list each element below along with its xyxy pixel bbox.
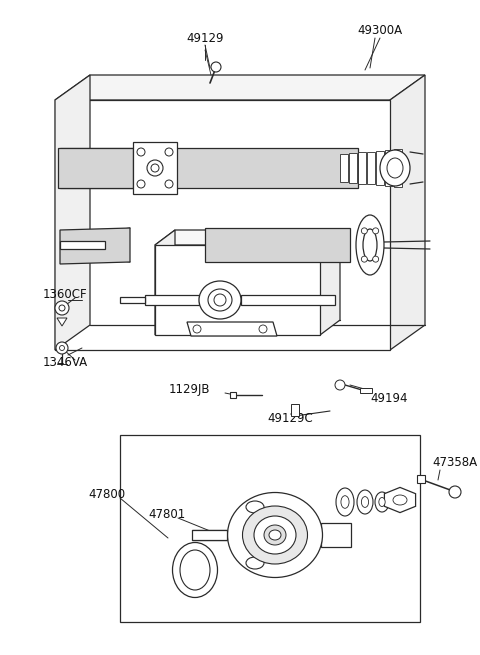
Ellipse shape — [214, 294, 226, 306]
Ellipse shape — [246, 557, 264, 569]
Polygon shape — [384, 487, 416, 513]
Ellipse shape — [336, 488, 354, 516]
Polygon shape — [155, 230, 340, 245]
Ellipse shape — [380, 150, 410, 186]
Ellipse shape — [172, 542, 217, 597]
Polygon shape — [187, 322, 277, 336]
Circle shape — [372, 228, 379, 234]
Ellipse shape — [199, 281, 241, 319]
Ellipse shape — [264, 525, 286, 545]
Polygon shape — [55, 100, 390, 350]
Ellipse shape — [387, 158, 403, 178]
Polygon shape — [205, 228, 350, 262]
Ellipse shape — [341, 496, 349, 508]
Ellipse shape — [246, 501, 264, 513]
Text: 49300A: 49300A — [358, 24, 403, 37]
Bar — [120, 435, 420, 622]
Polygon shape — [155, 245, 320, 335]
Polygon shape — [60, 241, 105, 249]
Polygon shape — [417, 475, 425, 483]
Polygon shape — [385, 150, 393, 186]
Polygon shape — [241, 295, 335, 305]
Polygon shape — [390, 75, 425, 350]
Polygon shape — [376, 151, 384, 185]
Polygon shape — [55, 75, 90, 350]
Circle shape — [137, 180, 145, 188]
Circle shape — [211, 62, 221, 72]
Circle shape — [56, 342, 68, 354]
Ellipse shape — [357, 490, 373, 514]
Circle shape — [335, 380, 345, 390]
Polygon shape — [358, 153, 366, 183]
Circle shape — [259, 325, 267, 333]
Ellipse shape — [393, 495, 407, 505]
Text: 49194: 49194 — [370, 392, 408, 405]
Polygon shape — [230, 392, 236, 398]
Polygon shape — [320, 230, 340, 335]
Ellipse shape — [254, 516, 296, 554]
Polygon shape — [340, 154, 348, 182]
Ellipse shape — [269, 530, 281, 540]
Circle shape — [372, 256, 379, 262]
Polygon shape — [155, 230, 175, 335]
Circle shape — [60, 345, 64, 350]
Circle shape — [361, 256, 367, 262]
Polygon shape — [60, 228, 130, 264]
Ellipse shape — [379, 498, 385, 506]
Circle shape — [361, 228, 367, 234]
Circle shape — [193, 325, 201, 333]
Polygon shape — [394, 149, 402, 187]
Text: 47358A: 47358A — [432, 455, 477, 468]
Circle shape — [137, 148, 145, 156]
Text: 47800: 47800 — [88, 489, 125, 502]
Circle shape — [59, 305, 65, 311]
Ellipse shape — [180, 550, 210, 590]
Text: 49129: 49129 — [186, 31, 224, 45]
Circle shape — [151, 164, 159, 172]
Polygon shape — [145, 295, 199, 305]
Ellipse shape — [361, 496, 369, 508]
Ellipse shape — [356, 215, 384, 275]
Polygon shape — [291, 404, 299, 416]
Ellipse shape — [375, 492, 389, 512]
Text: 47801: 47801 — [148, 508, 185, 521]
Polygon shape — [133, 142, 177, 194]
Circle shape — [55, 301, 69, 315]
Circle shape — [449, 486, 461, 498]
Circle shape — [165, 180, 173, 188]
Circle shape — [165, 148, 173, 156]
Polygon shape — [57, 318, 67, 326]
Ellipse shape — [228, 493, 323, 578]
Text: 1129JB: 1129JB — [168, 383, 210, 396]
Polygon shape — [349, 153, 357, 183]
Polygon shape — [360, 388, 372, 393]
Polygon shape — [58, 148, 133, 188]
Polygon shape — [192, 530, 227, 540]
Ellipse shape — [363, 229, 377, 261]
Polygon shape — [55, 75, 425, 100]
Polygon shape — [120, 297, 145, 303]
Text: 49129C: 49129C — [267, 411, 313, 424]
Circle shape — [147, 160, 163, 176]
Polygon shape — [175, 148, 358, 188]
Text: 1346VA: 1346VA — [43, 356, 88, 369]
Bar — [321, 523, 351, 547]
Polygon shape — [367, 151, 375, 185]
Text: 1360CF: 1360CF — [43, 288, 88, 301]
Ellipse shape — [242, 506, 308, 564]
Ellipse shape — [208, 289, 232, 311]
